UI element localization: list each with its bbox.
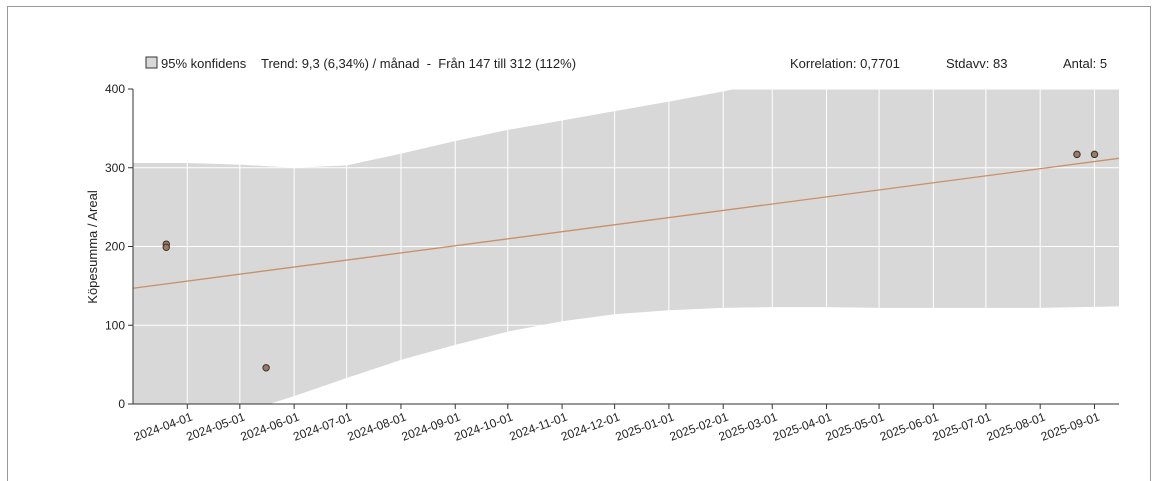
trend-text: Trend: 9,3 (6,34%) / månad - Från 147 ti…	[261, 56, 576, 71]
x-tick-label: 2025-01-01	[613, 410, 676, 444]
y-axis-label: Köpesumma / Areal	[85, 190, 100, 304]
x-tick-label: 2024-11-01	[507, 410, 569, 444]
x-tick-label: 2025-07-01	[930, 410, 993, 444]
x-tick-label: 2024-08-01	[346, 410, 409, 444]
legend-swatch	[145, 56, 158, 69]
confidence-band	[133, 89, 1119, 404]
x-tick-labels: 2024-04-012024-05-012024-06-012024-07-01…	[132, 410, 1102, 444]
x-tick-label: 2025-04-01	[771, 410, 834, 444]
x-tick-label: 2024-05-01	[184, 410, 247, 444]
correlation-text: Korrelation: 0,7701	[790, 56, 900, 71]
trend-line-layer	[133, 157, 1119, 289]
x-tick-label: 2024-07-01	[291, 410, 354, 444]
data-point	[262, 364, 270, 372]
x-tick-label: 2024-06-01	[239, 410, 302, 444]
x-tick-label: 2024-09-01	[400, 410, 463, 444]
y-tick-label: 200	[105, 240, 125, 254]
x-tick-label: 2024-10-01	[452, 410, 515, 444]
y-tick-label: 100	[105, 318, 125, 332]
trend-line	[133, 157, 1119, 289]
confidence-band-layer	[133, 89, 1119, 404]
x-tick-label: 2025-06-01	[878, 410, 941, 444]
x-tick-label: 2024-04-01	[132, 410, 195, 444]
count-text: Antal: 5	[1063, 56, 1107, 71]
data-point	[162, 243, 170, 251]
chart-frame	[7, 6, 1151, 481]
legend-label: 95% konfidens	[161, 56, 247, 71]
x-tick-label: 2024-12-01	[559, 410, 622, 444]
data-point	[1073, 150, 1081, 159]
y-tick-label: 300	[105, 161, 125, 175]
y-tick-label: 0	[118, 397, 125, 411]
stdev-text: Stdavv: 83	[946, 56, 1007, 71]
x-tick-label: 2025-09-01	[1039, 410, 1102, 444]
axis-layer	[128, 88, 1119, 409]
grid-layer	[133, 88, 1119, 405]
data-point	[1090, 150, 1099, 159]
x-tick-label: 2025-08-01	[985, 410, 1048, 444]
y-tick-label: 400	[105, 82, 125, 96]
x-tick-label: 2025-05-01	[824, 410, 887, 444]
points-layer	[162, 150, 1099, 372]
y-tick-labels: 0 100 200 300 400	[105, 82, 125, 411]
